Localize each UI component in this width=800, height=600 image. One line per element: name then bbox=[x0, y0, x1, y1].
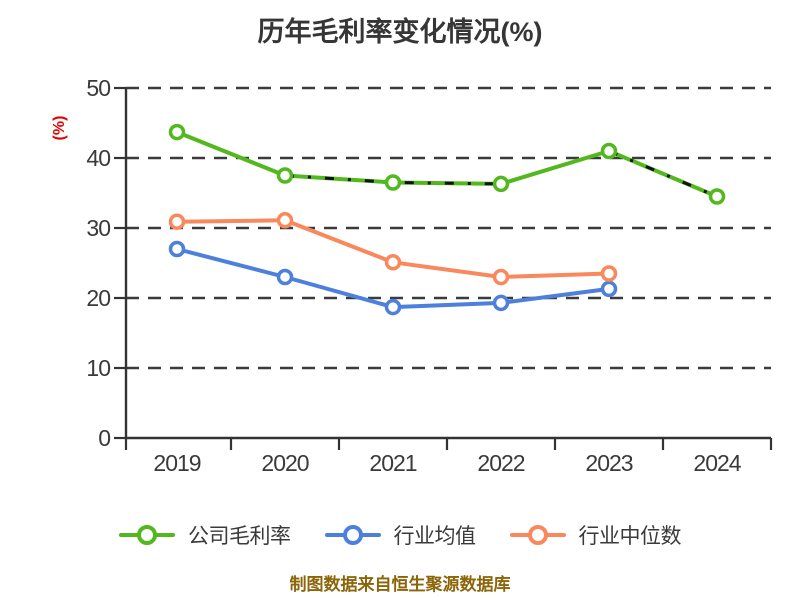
legend-marker-company-icon bbox=[119, 525, 175, 545]
data-point-公司毛利率-2021 bbox=[384, 174, 402, 191]
data-point-公司毛利率-2019 bbox=[168, 123, 186, 141]
x-tick-label: 2019 bbox=[153, 450, 200, 476]
legend-marker-industry-median-icon bbox=[509, 525, 566, 545]
y-tick-label: 20 bbox=[86, 285, 110, 311]
y-axis-label: (%) bbox=[51, 116, 68, 141]
legend-item-company: 公司毛利率 bbox=[119, 520, 291, 550]
x-tick-label: 2022 bbox=[477, 450, 524, 476]
legend-item-industry-median: 行业中位数 bbox=[509, 520, 682, 550]
legend-label-industry-avg: 行业均值 bbox=[393, 525, 477, 548]
y-tick-label: 10 bbox=[86, 355, 110, 381]
data-point-行业均值-2023 bbox=[600, 280, 618, 298]
x-tick-label: 2020 bbox=[261, 450, 308, 476]
data-source-note: 制图数据来自恒生聚源数据库 bbox=[289, 575, 511, 594]
x-tick-label: 2024 bbox=[693, 450, 741, 476]
legend-label-company: 公司毛利率 bbox=[188, 525, 291, 548]
y-tick-label: 0 bbox=[98, 425, 110, 451]
data-point-行业中位数-2019 bbox=[168, 213, 186, 230]
legend: 公司毛利率 行业均值 行业中位数 bbox=[0, 520, 800, 550]
data-point-公司毛利率-2023 bbox=[600, 142, 618, 160]
data-point-行业均值-2019 bbox=[168, 240, 186, 258]
legend-marker-industry-avg-icon bbox=[324, 525, 381, 545]
chart-title: 历年毛利率变化情况(%) bbox=[257, 17, 543, 47]
data-point-行业均值-2021 bbox=[384, 298, 402, 316]
data-point-行业中位数-2023 bbox=[600, 265, 618, 282]
data-point-行业中位数-2022 bbox=[492, 268, 510, 286]
data-point-行业中位数-2021 bbox=[384, 254, 402, 271]
data-point-公司毛利率-2020 bbox=[276, 167, 294, 184]
data-point-公司毛利率-2022 bbox=[492, 175, 510, 193]
series-line-公司毛利率 bbox=[175, 130, 719, 199]
y-tick-label: 40 bbox=[86, 145, 110, 171]
data-point-行业均值-2022 bbox=[492, 294, 510, 312]
y-tick-label: 50 bbox=[86, 75, 110, 101]
legend-item-industry-avg: 行业均值 bbox=[324, 520, 477, 550]
legend-label-industry-median: 行业中位数 bbox=[578, 525, 682, 548]
y-tick-label: 30 bbox=[86, 215, 110, 241]
data-point-行业均值-2020 bbox=[276, 268, 294, 286]
x-tick-label: 2023 bbox=[585, 450, 632, 476]
x-tick-label: 2021 bbox=[369, 450, 416, 476]
data-point-行业中位数-2020 bbox=[276, 212, 294, 229]
data-point-公司毛利率-2024 bbox=[708, 188, 726, 205]
